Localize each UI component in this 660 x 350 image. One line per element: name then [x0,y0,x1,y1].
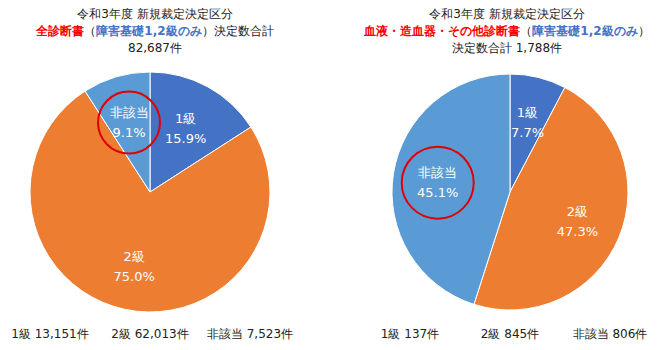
slice [392,74,510,304]
count-label: 1級 137件 [381,327,439,341]
highlight-ring [402,147,474,219]
subtitle-part: （ [84,24,96,38]
data-label: 15.9% [165,131,206,146]
subtitle: 血液・造血器・その他診断書（障害基礎1,2級のみ） [363,24,649,38]
pie-chart: 令和3年度 新規裁定決定区分血液・造血器・その他診断書（障害基礎1,2級のみ） 決… [363,7,649,341]
total: 82,687件 [128,41,182,55]
subtitle-part: ） [638,24,650,38]
slice-category: 2級 [124,249,145,264]
count-label: 2級 62,013件 [111,327,188,341]
highlight-ring [98,92,160,154]
subtitle-part: 血液・造血器・その他診断書 [363,24,520,38]
slices [392,74,628,310]
data-label: 45.1% [417,185,458,200]
title: 令和3年度 新規裁定決定区分 [429,7,584,21]
subtitle-part: 障害基礎1,2級のみ [532,24,637,38]
data-label: 47.3% [557,224,598,239]
count-label: 非該当 806件 [573,327,648,341]
slice-category: 非該当 [418,165,457,180]
subtitle-part: 全診断書 [35,24,84,38]
count-label: 非該当 7,523件 [207,327,293,341]
total: 決定数合計 1,788件 [452,41,562,55]
slices [30,72,270,312]
slice [85,72,150,192]
title: 令和3年度 新規裁定決定区分 [77,7,232,21]
subtitle: 全診断書（障害基礎1,2級のみ）決定数合計 [35,24,273,38]
count-label: 1級 13,151件 [11,327,88,341]
data-label: 7.7% [511,125,544,140]
count-label: 2級 845件 [481,327,539,341]
slice-category: 非該当 [110,105,149,120]
canvas: 令和3年度 新規裁定決定区分全診断書（障害基礎1,2級のみ）決定数合計82,68… [0,0,660,350]
subtitle-part: ）決定数合計 [202,24,274,38]
pie-chart: 令和3年度 新規裁定決定区分全診断書（障害基礎1,2級のみ）決定数合計 82,68… [11,7,293,341]
slice-category: 1級 [517,105,538,120]
data-label: 75.0% [114,269,155,284]
subtitle-part: 障害基礎1,2級のみ [96,24,201,38]
slice-category: 1級 [175,111,196,126]
slice-category: 2級 [567,204,588,219]
data-label: 9.1% [113,125,146,140]
subtitle-part: （ [520,24,532,38]
